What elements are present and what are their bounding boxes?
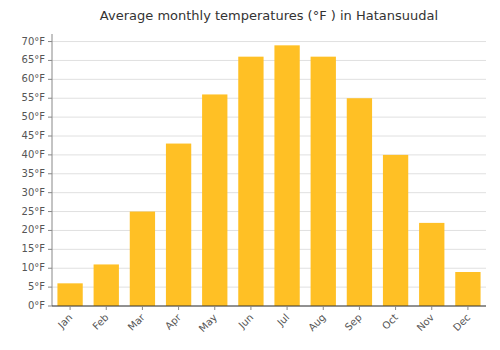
grid-line xyxy=(52,41,486,42)
grid xyxy=(52,42,486,306)
x-tick xyxy=(178,306,179,310)
grid-line xyxy=(52,60,486,61)
x-tick xyxy=(431,306,432,310)
bar xyxy=(383,155,408,306)
bar xyxy=(238,57,263,306)
y-tick xyxy=(48,230,52,231)
x-tick xyxy=(395,306,396,310)
x-tick xyxy=(70,306,71,310)
y-tick xyxy=(48,249,52,250)
y-tick-label: 15°F xyxy=(22,243,46,254)
x-tick xyxy=(359,306,360,310)
x-tick-label: Jun xyxy=(236,312,256,332)
x-tick-label: Oct xyxy=(380,312,400,332)
y-tick-label: 0°F xyxy=(28,300,45,311)
x-tick xyxy=(323,306,324,310)
x-tick xyxy=(287,306,288,310)
bar xyxy=(311,57,336,306)
x-tick-label: May xyxy=(197,312,219,334)
grid-line xyxy=(52,98,486,99)
y-tick xyxy=(48,306,52,307)
y-tick xyxy=(48,173,52,174)
y-tick-label: 40°F xyxy=(22,149,46,160)
grid-line xyxy=(52,79,486,80)
x-tick-label: Apr xyxy=(163,311,184,332)
y-tick-label: 20°F xyxy=(22,224,46,235)
y-tick-label: 45°F xyxy=(22,130,46,141)
y-tick-label: 60°F xyxy=(22,73,46,84)
y-tick-label: 55°F xyxy=(22,92,46,103)
x-tick-label: Jul xyxy=(274,312,291,329)
bar xyxy=(347,98,372,306)
x-tick-label: Nov xyxy=(415,312,437,334)
grid-line xyxy=(52,211,486,212)
bar xyxy=(455,272,480,306)
y-axis-line xyxy=(52,34,53,306)
x-tick xyxy=(250,306,251,310)
y-tick xyxy=(48,268,52,269)
y-tick-label: 25°F xyxy=(22,206,46,217)
y-tick-label: 50°F xyxy=(22,111,46,122)
y-tick xyxy=(48,136,52,137)
y-tick xyxy=(48,79,52,80)
y-tick xyxy=(48,117,52,118)
x-tick xyxy=(142,306,143,310)
y-tick-label: 70°F xyxy=(22,36,46,47)
grid-line xyxy=(52,136,486,137)
bar xyxy=(94,264,119,306)
bars xyxy=(57,45,480,306)
y-tick-label: 35°F xyxy=(22,168,46,179)
bar xyxy=(130,212,155,306)
grid-line xyxy=(52,306,486,307)
grid-line xyxy=(52,173,486,174)
y-tick xyxy=(48,192,52,193)
x-tick-label: Dec xyxy=(451,312,472,333)
x-tick-label: Sep xyxy=(343,312,364,333)
grid-line xyxy=(52,192,486,193)
y-tick xyxy=(48,98,52,99)
y-tick-label: 10°F xyxy=(22,262,46,273)
y-tick-label: 65°F xyxy=(22,54,46,65)
title: Average monthly temperatures (°F ) in Ha… xyxy=(100,8,438,23)
x-tick xyxy=(106,306,107,310)
y-tick xyxy=(48,41,52,42)
bar xyxy=(57,283,82,306)
x-tick-label: Aug xyxy=(306,312,328,334)
bar xyxy=(202,94,227,306)
bar xyxy=(274,45,299,306)
y-tick-label: 5°F xyxy=(28,281,45,292)
x-tick-label: Feb xyxy=(90,312,110,332)
bar xyxy=(419,223,444,306)
chart: Average monthly temperatures (°F ) in Ha… xyxy=(0,0,500,350)
grid-line xyxy=(52,154,486,155)
y-axis: 0°F 5°F 10°F 15°F 20°F 25°F 30°F 35°F 40°F 45°F 50… xyxy=(22,36,52,311)
y-tick xyxy=(48,60,52,61)
x-axis-line xyxy=(52,306,486,307)
y-tick-label: 30°F xyxy=(22,187,46,198)
x-axis: Jan Feb Mar Apr May Jun Jul Aug Sep Oct Nov Dec xyxy=(55,306,472,334)
x-tick-label: Mar xyxy=(126,311,148,333)
y-tick xyxy=(48,287,52,288)
bar xyxy=(166,144,191,306)
y-tick xyxy=(48,211,52,212)
grid-line xyxy=(52,117,486,118)
y-tick xyxy=(48,154,52,155)
x-tick-label: Jan xyxy=(55,312,74,331)
x-tick xyxy=(467,306,468,310)
x-tick xyxy=(214,306,215,310)
